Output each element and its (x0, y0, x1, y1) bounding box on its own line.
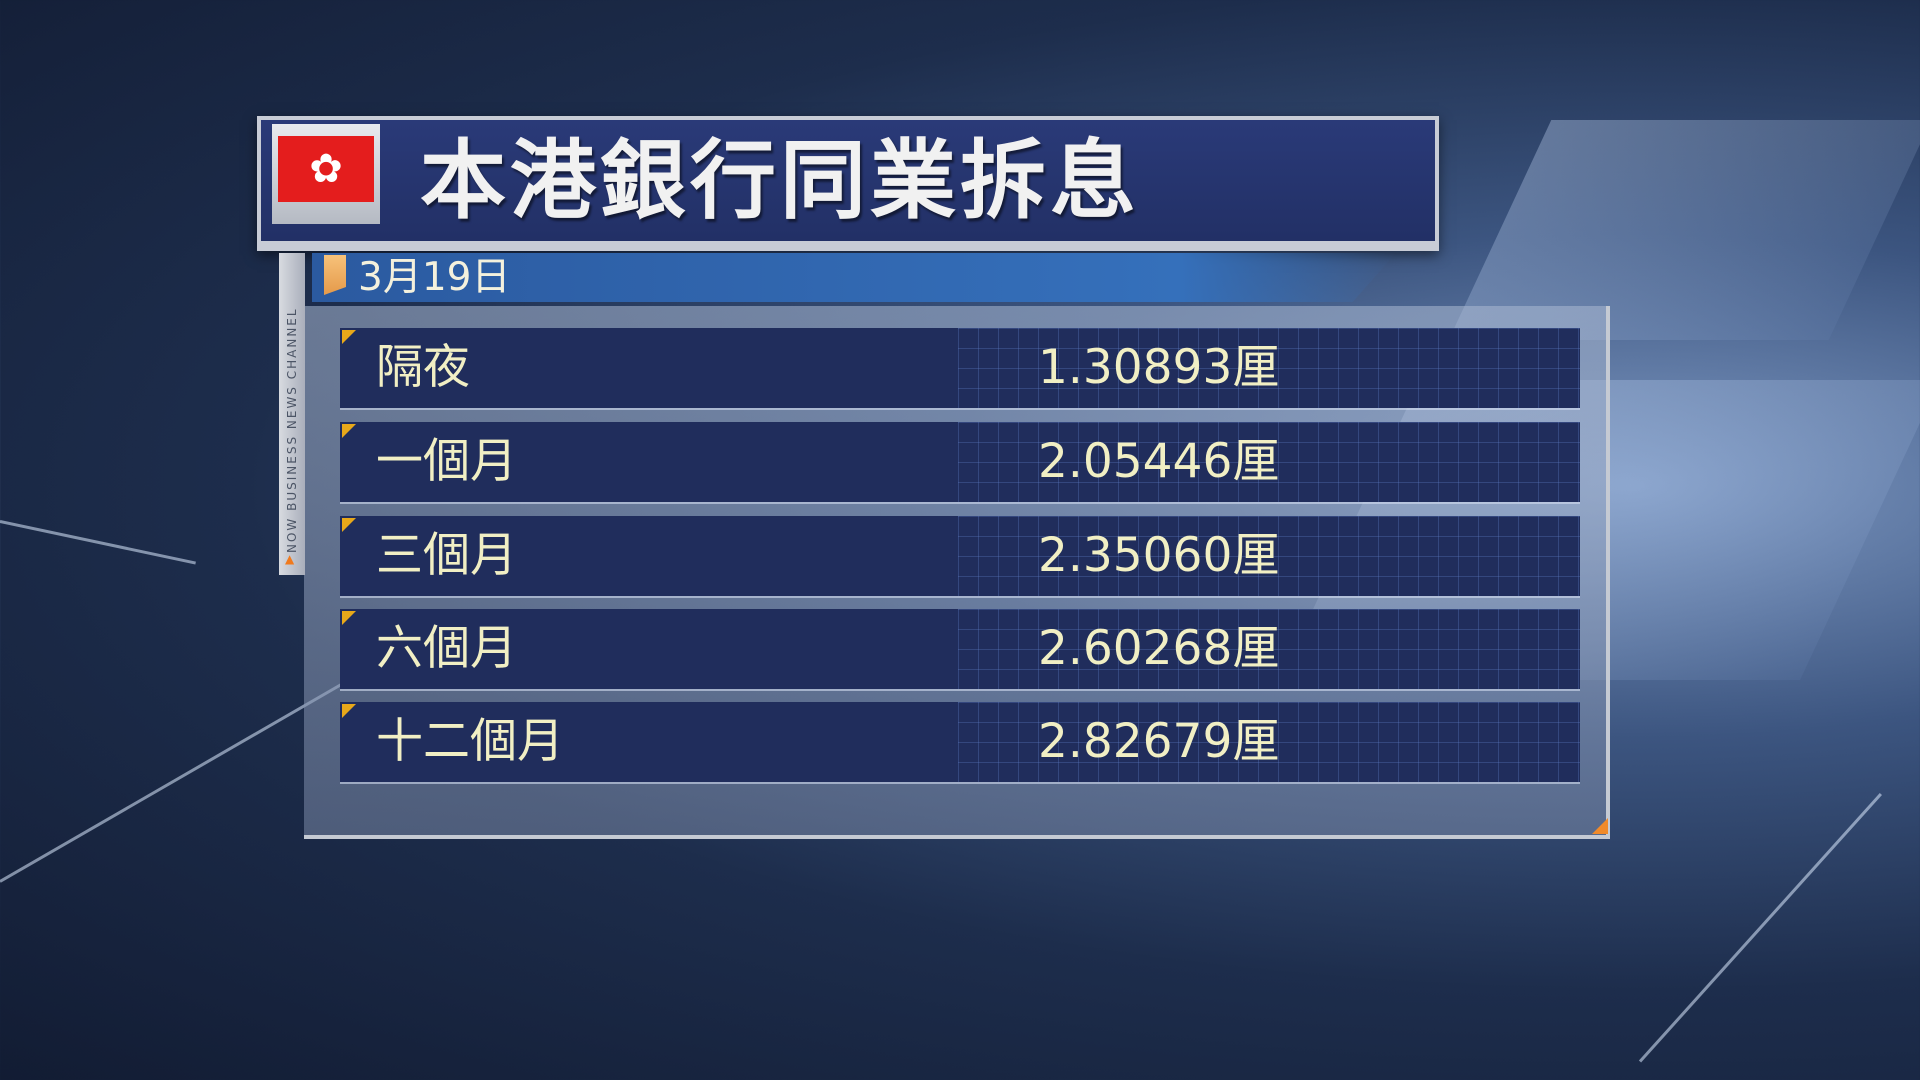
rate-value: 2.35060厘 (1038, 528, 1280, 583)
date-label: 3月19日 (358, 255, 511, 300)
side-strip (279, 253, 305, 575)
page-title: 本港銀行同業拆息 (420, 131, 1140, 231)
rate-row: 三個月 2.35060厘 (340, 516, 1580, 596)
term-label: 三個月 (376, 528, 517, 583)
rate-row: 十二個月 2.82679厘 (340, 702, 1580, 782)
hong-kong-flag-icon: ✿ (272, 124, 380, 224)
background-decoration (0, 520, 196, 565)
rate-value: 1.30893厘 (1038, 340, 1280, 395)
corner-triangle-icon (342, 611, 356, 625)
rate-value: 2.82679厘 (1038, 714, 1280, 769)
corner-triangle-icon (342, 518, 356, 532)
rate-row: 一個月 2.05446厘 (340, 422, 1580, 502)
rate-value: 2.05446厘 (1038, 434, 1280, 489)
term-label: 一個月 (376, 434, 517, 489)
date-marker-icon (324, 255, 346, 295)
term-label: 六個月 (376, 621, 517, 676)
corner-triangle-icon (342, 704, 356, 718)
corner-triangle-icon (342, 424, 356, 438)
triangle-icon: ▲ (285, 552, 295, 566)
corner-triangle-icon (342, 330, 356, 344)
rate-value: 2.60268厘 (1038, 621, 1280, 676)
rate-row: 隔夜 1.30893厘 (340, 328, 1580, 408)
term-label: 十二個月 (376, 714, 564, 769)
channel-label: NOW BUSINESS NEWS CHANNEL (285, 307, 299, 553)
rate-row: 六個月 2.60268厘 (340, 609, 1580, 689)
date-bar (312, 253, 1396, 302)
term-label: 隔夜 (376, 340, 470, 395)
background-decoration (1638, 792, 1883, 1063)
title-bar (257, 116, 1439, 251)
